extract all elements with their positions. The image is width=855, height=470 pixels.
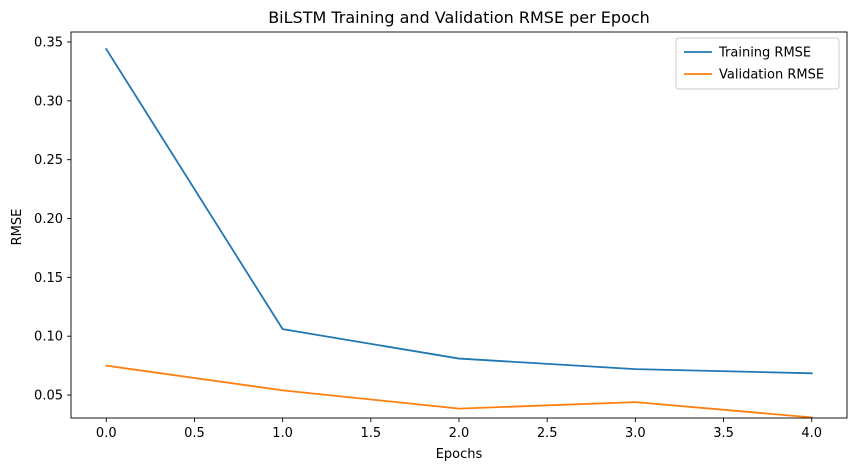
series-line-training (105, 47, 813, 375)
x-tick-label: 0.0 (96, 426, 117, 441)
y-tick-label: 0.20 (34, 212, 63, 227)
x-tick-label: 2.5 (537, 426, 558, 441)
x-axis-label: Epochs (436, 447, 483, 462)
x-tick-label: 2.0 (449, 426, 470, 441)
series-line-validation (105, 364, 813, 419)
y-tick-label: 0.30 (34, 94, 63, 109)
legend-box (675, 37, 840, 90)
y-tick-label: 0.05 (34, 389, 63, 404)
legend-label: Validation RMSE (719, 68, 824, 83)
axes-frame (70, 31, 848, 419)
y-tick-label: 0.35 (34, 36, 63, 51)
x-tick-label: 3.5 (713, 426, 734, 441)
x-tick-label: 1.5 (360, 426, 381, 441)
legend: Training RMSE Validation RMSE (675, 37, 840, 90)
y-axis-label: RMSE (10, 209, 25, 246)
x-tick-label: 1.0 (272, 426, 293, 441)
y-tick-label: 0.10 (34, 330, 63, 345)
x-tick-label: 0.5 (184, 426, 205, 441)
y-tick-label: 0.25 (34, 153, 63, 168)
plot-area: 0.0 0.5 1.0 1.5 2.0 2.5 3.0 3.5 4.0 0.05 0.10 0.15 0… (34, 31, 848, 441)
chart-title: BiLSTM Training and Validation RMSE per … (268, 8, 650, 27)
legend-label: Training RMSE (718, 46, 811, 61)
x-tick-label: 4.0 (801, 426, 822, 441)
x-tick-label: 3.0 (625, 426, 646, 441)
y-tick-label: 0.15 (34, 271, 63, 286)
